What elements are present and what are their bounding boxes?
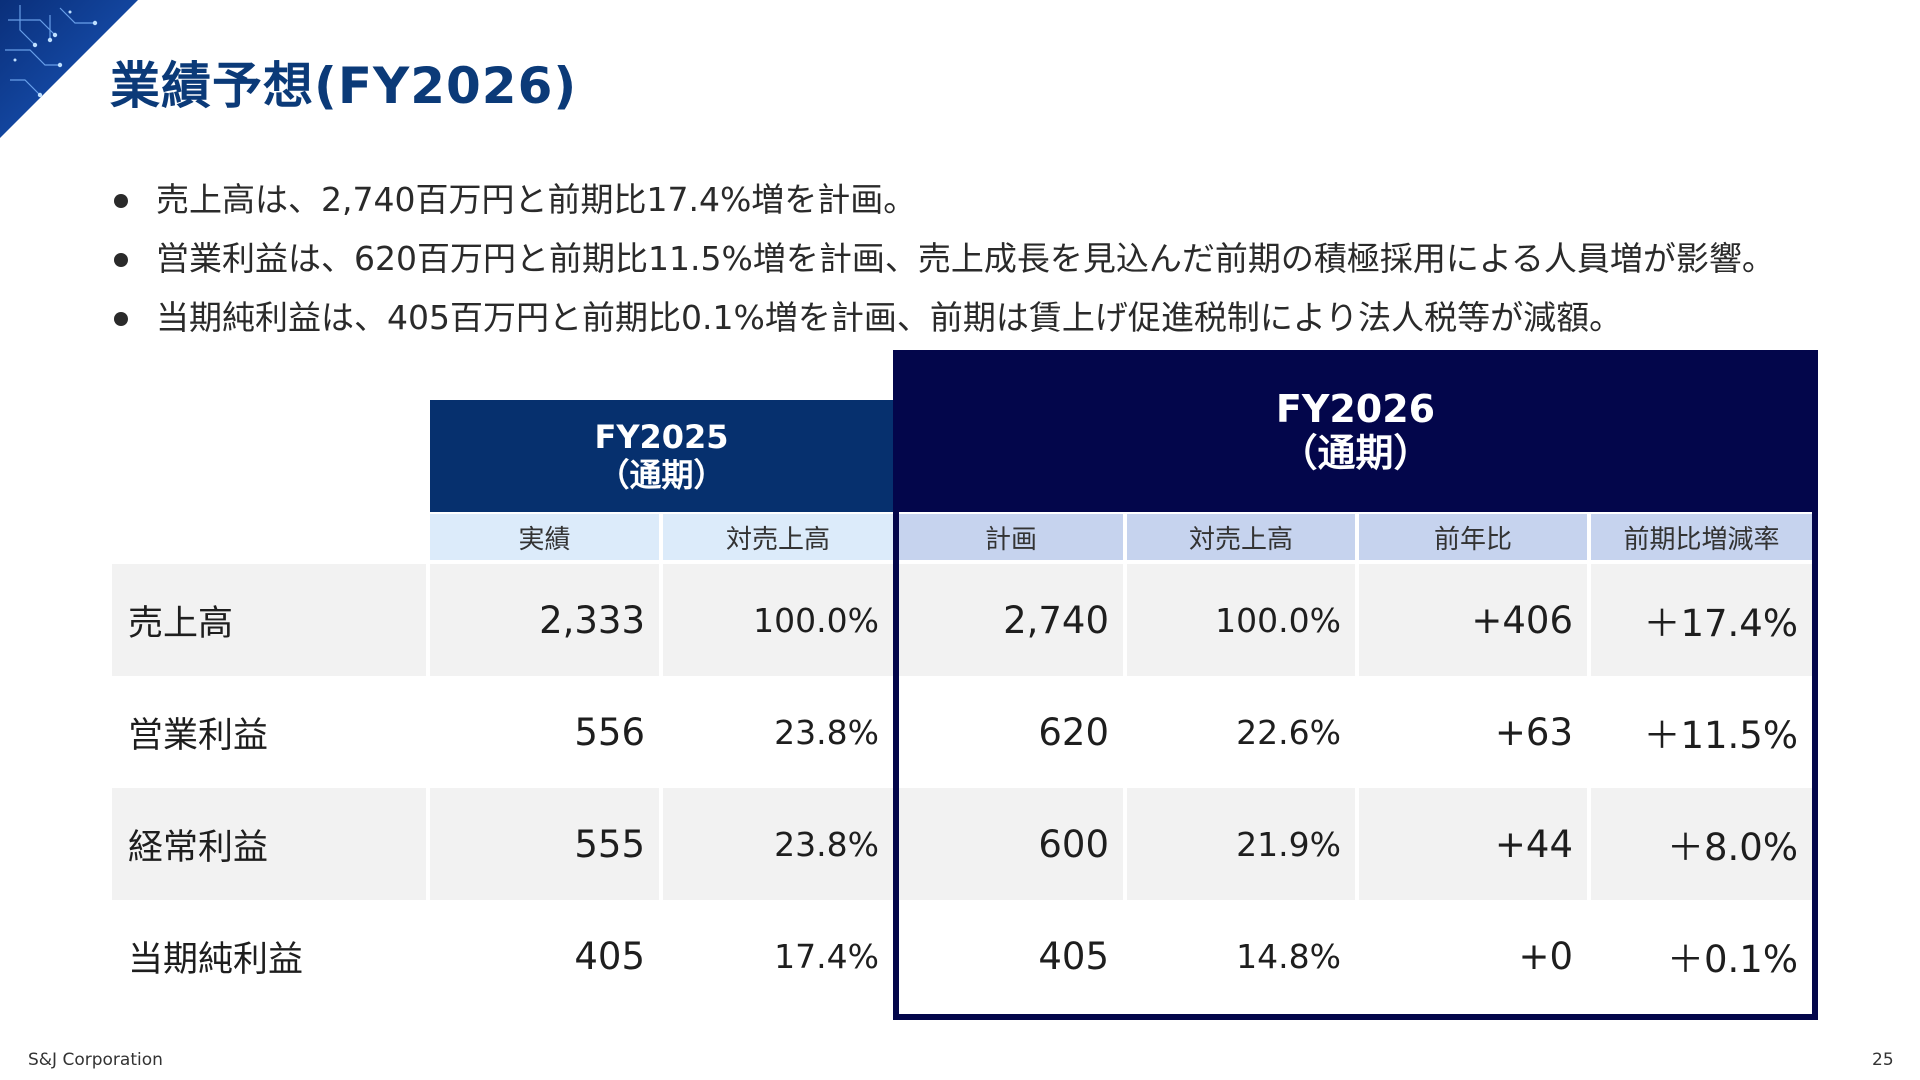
- col-header-change-rate: 前期比増減率: [1591, 514, 1812, 560]
- cell-fy2026-ratio: 22.6%: [1236, 712, 1341, 752]
- bullet-item: 当期純利益は、405百万円と前期比0.1%増を計画、前期は賃上げ促進税制により法…: [110, 288, 1890, 347]
- cell-yoy: +406: [1359, 564, 1587, 676]
- table-row: 経常利益 555 23.8% 600 21.9% +44 ＋8.0%: [112, 788, 1812, 900]
- fy2025-subtitle: （通期）: [597, 456, 726, 494]
- cell-change-rate: ＋11.5%: [1643, 714, 1798, 757]
- cell-fy2025-ratio: 23.8%: [663, 788, 893, 900]
- fy2026-title: FY2026: [1275, 387, 1436, 431]
- cell-yoy: +0: [1518, 934, 1573, 978]
- page-number: 25: [1872, 1050, 1894, 1070]
- table-row: 営業利益 556 23.8% 620 22.6% +63 ＋11.5%: [112, 676, 1812, 788]
- summary-bullet-list: 売上高は、2,740百万円と前期比17.4%増を計画。 営業利益は、620百万円…: [110, 170, 1890, 347]
- table-row: 当期純利益 405 17.4% 405 14.8% +0 ＋0.1%: [112, 900, 1812, 1012]
- fy2026-header: FY2026 （通期）: [893, 350, 1818, 512]
- cell-fy2025-actual: 405: [574, 934, 645, 978]
- col-header-actual: 実績: [430, 514, 659, 560]
- row-label: 当期純利益: [128, 939, 304, 980]
- cell-fy2025-actual: 2,333: [430, 564, 659, 676]
- cell-change-rate: ＋8.0%: [1591, 788, 1812, 900]
- cell-change-rate: ＋17.4%: [1591, 564, 1812, 676]
- bullet-item: 営業利益は、620百万円と前期比11.5%増を計画、売上成長を見込んだ前期の積極…: [110, 229, 1890, 288]
- cell-fy2025-ratio: 17.4%: [774, 936, 879, 976]
- bullet-text: 営業利益は、620百万円と前期比11.5%増を計画、売上成長を見込んだ前期の積極…: [156, 239, 1775, 278]
- cell-fy2026-ratio: 14.8%: [1236, 936, 1341, 976]
- col-header-ratio-fy2026: 対売上高: [1127, 514, 1355, 560]
- row-label: 売上高: [112, 564, 426, 676]
- cell-yoy: +63: [1494, 710, 1573, 754]
- cell-fy2026-ratio: 21.9%: [1127, 788, 1355, 900]
- cell-fy2026-plan: 405: [1038, 934, 1109, 978]
- page-title: 業績予想(FY2026): [110, 57, 578, 115]
- cell-yoy: +44: [1359, 788, 1587, 900]
- cell-fy2026-plan: 2,740: [899, 564, 1123, 676]
- bullet-dot-icon: [114, 312, 128, 326]
- fy2025-title: FY2025: [594, 418, 729, 456]
- cell-fy2026-ratio: 100.0%: [1127, 564, 1355, 676]
- cell-fy2025-actual: 555: [430, 788, 659, 900]
- cell-fy2025-ratio: 100.0%: [663, 564, 893, 676]
- bullet-text: 当期純利益は、405百万円と前期比0.1%増を計画、前期は賃上げ促進税制により法…: [156, 298, 1623, 337]
- table-row: 売上高 2,333 100.0% 2,740 100.0% +406 ＋17.4…: [112, 564, 1812, 676]
- bullet-dot-icon: [114, 194, 128, 208]
- corner-circuit-graphic: [0, 0, 138, 138]
- bullet-item: 売上高は、2,740百万円と前期比17.4%増を計画。: [110, 170, 1890, 229]
- cell-fy2026-plan: 620: [1038, 710, 1109, 754]
- col-header-yoy: 前年比: [1359, 514, 1587, 560]
- bullet-text: 売上高は、2,740百万円と前期比17.4%増を計画。: [156, 180, 917, 219]
- row-label: 営業利益: [128, 715, 269, 756]
- bullet-dot-icon: [114, 253, 128, 267]
- row-label: 経常利益: [112, 788, 426, 900]
- col-header-ratio-fy2025: 対売上高: [663, 514, 893, 560]
- cell-fy2025-ratio: 23.8%: [774, 712, 879, 752]
- cell-fy2025-actual: 556: [574, 710, 645, 754]
- cell-fy2026-plan: 600: [899, 788, 1123, 900]
- fy2025-header: FY2025 （通期）: [430, 400, 893, 512]
- footer-company: S&J Corporation: [28, 1050, 163, 1070]
- cell-change-rate: ＋0.1%: [1667, 938, 1798, 981]
- fy2026-subtitle: （通期）: [1279, 431, 1432, 475]
- col-header-plan: 計画: [899, 514, 1123, 560]
